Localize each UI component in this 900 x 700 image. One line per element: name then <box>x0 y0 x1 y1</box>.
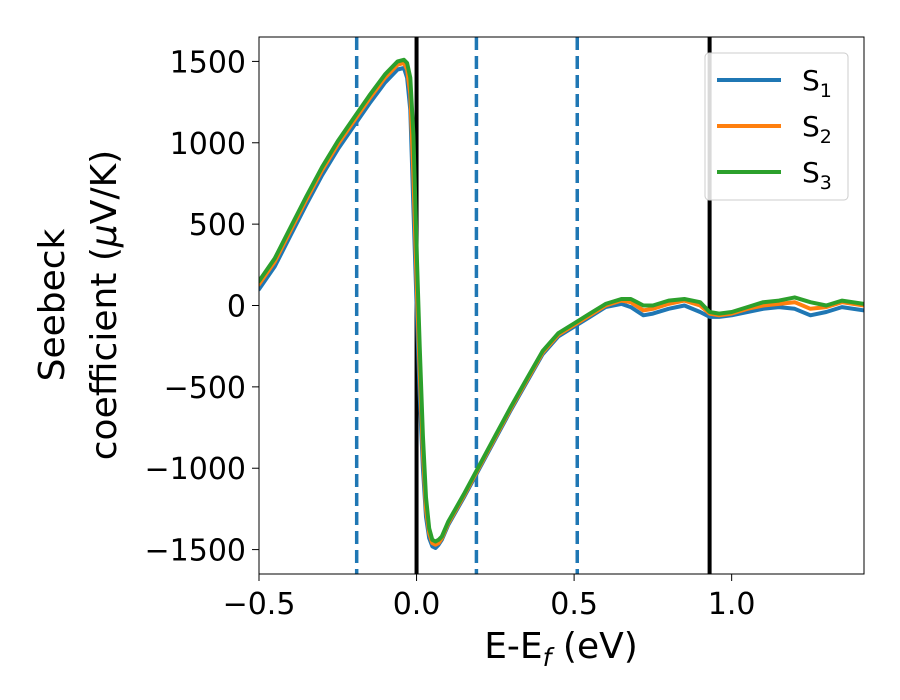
y-axis-label-line2: coefficient (μV/K) <box>84 150 125 460</box>
legend-label-s2: S2 <box>802 110 832 148</box>
x-axis-ticks: −0.5 0.0 0.5 1.0 <box>223 574 756 622</box>
y-axis-label-line1: Seebeck <box>32 228 73 381</box>
x-tick-label: 0.0 <box>393 587 441 622</box>
y-axis-label-line2-text: coefficient ( <box>84 247 125 460</box>
series-layer <box>259 57 864 550</box>
series-line-s3 <box>259 57 864 544</box>
legend-label-s3: S3 <box>802 156 832 194</box>
x-axis-label-unit: (eV) <box>551 626 637 667</box>
y-axis-ticks: −1500 −1000 −500 0 500 1000 1500 <box>145 45 259 569</box>
x-tick-label: −0.5 <box>223 587 296 622</box>
y-axis-label-unit: V/K) <box>84 150 125 224</box>
y-tick-label: −1000 <box>145 452 246 487</box>
y-axis-label-mu: μ <box>84 224 125 248</box>
y-tick-label: −500 <box>164 371 246 406</box>
y-tick-label: 1000 <box>170 127 246 162</box>
x-axis-label-main: E-E <box>484 626 542 667</box>
y-tick-label: 1500 <box>170 45 246 80</box>
x-tick-label: 1.0 <box>708 587 756 622</box>
x-axis-label: E-Ef (eV) <box>484 626 638 672</box>
y-tick-label: 500 <box>189 208 246 243</box>
y-tick-label: −1500 <box>145 534 246 569</box>
legend: S1 S2 S3 <box>704 52 849 201</box>
y-axis-label: Seebeck coefficient (μV/K) <box>32 150 125 460</box>
x-tick-label: 0.5 <box>550 587 598 622</box>
y-tick-label: 0 <box>227 290 246 325</box>
legend-label-s1: S1 <box>802 64 832 102</box>
